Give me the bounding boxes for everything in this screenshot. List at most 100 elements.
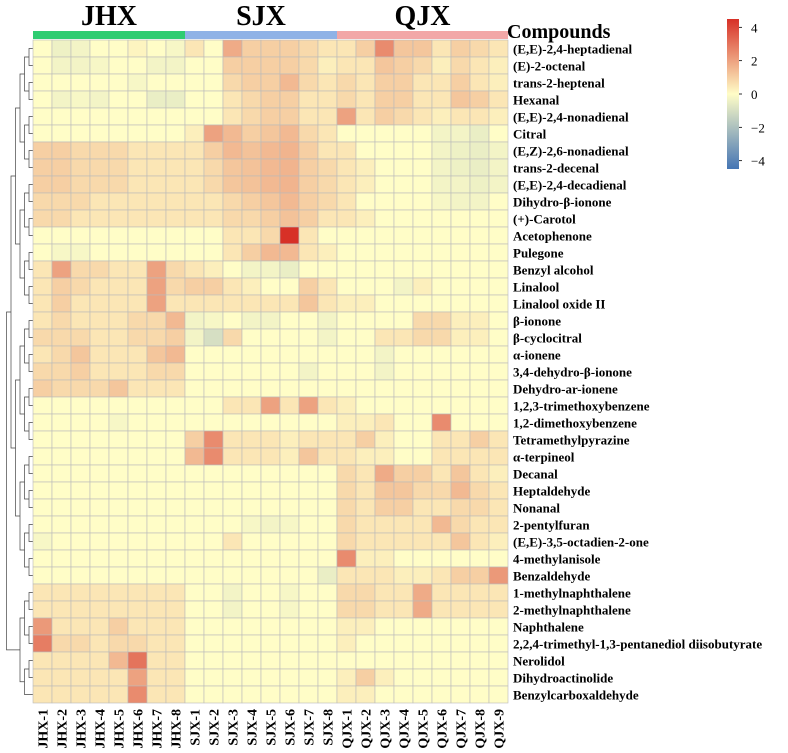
heatmap-cell (374, 56, 395, 75)
heatmap-cell (393, 396, 414, 415)
heatmap-cell (32, 396, 53, 415)
heatmap-cell (51, 362, 72, 381)
heatmap-cell (393, 243, 414, 262)
heatmap-cell (184, 685, 205, 704)
heatmap-cell (469, 226, 490, 245)
heatmap-cell (203, 634, 224, 653)
heatmap-cell (146, 311, 167, 330)
heatmap-cell (241, 124, 262, 143)
heatmap-cell (374, 73, 395, 92)
heatmap-cell (32, 192, 53, 211)
heatmap-cell (336, 141, 357, 160)
heatmap-cell (317, 243, 338, 262)
heatmap-cell (184, 56, 205, 75)
heatmap-cell (89, 107, 110, 126)
compound-label: Heptaldehyde (513, 484, 591, 499)
heatmap-cell (412, 396, 433, 415)
heatmap-cell (260, 141, 281, 160)
heatmap-cell (222, 396, 243, 415)
heatmap-cell (89, 362, 110, 381)
heatmap-cell (203, 39, 224, 58)
heatmap-cell (203, 226, 224, 245)
heatmap-cell (431, 481, 452, 500)
heatmap-cell (146, 277, 167, 296)
heatmap-cell (89, 600, 110, 619)
heatmap-cell (488, 430, 509, 449)
heatmap-cell (393, 107, 414, 126)
heatmap-cell (32, 175, 53, 194)
heatmap-cell (469, 413, 490, 432)
heatmap-cell (165, 311, 186, 330)
heatmap-cell (450, 481, 471, 500)
heatmap-cell (298, 175, 319, 194)
heatmap-cell (317, 515, 338, 534)
heatmap-cell (412, 617, 433, 636)
heatmap-cell (488, 158, 509, 177)
heatmap-cell (298, 56, 319, 75)
heatmap-cell (431, 464, 452, 483)
heatmap-cell (203, 73, 224, 92)
heatmap-cell (203, 243, 224, 262)
heatmap-cell (184, 158, 205, 177)
heatmap-cell (393, 566, 414, 585)
heatmap-cell (374, 328, 395, 347)
heatmap-cell (203, 379, 224, 398)
sample-label: JHX-7 (151, 709, 166, 749)
sample-label: QJX-2 (360, 709, 375, 749)
heatmap-cell (146, 379, 167, 398)
heatmap-cell (412, 583, 433, 602)
heatmap-cell (89, 90, 110, 109)
compound-label: (E)-2-octenal (513, 59, 586, 74)
dendrogram-branch (10, 175, 16, 449)
heatmap-cell (431, 192, 452, 211)
heatmap-cell (165, 192, 186, 211)
heatmap-cell (146, 56, 167, 75)
heatmap-cell (488, 192, 509, 211)
heatmap-cell (336, 685, 357, 704)
heatmap-cell (108, 294, 129, 313)
heatmap-cell (32, 209, 53, 228)
heatmap-cell (108, 447, 129, 466)
heatmap-cell (184, 583, 205, 602)
heatmap-cell (298, 600, 319, 619)
heatmap-cell (450, 685, 471, 704)
heatmap-cell (279, 481, 300, 500)
heatmap-cell (222, 226, 243, 245)
heatmap-cell (450, 549, 471, 568)
heatmap-cell (488, 107, 509, 126)
heatmap-cell (336, 464, 357, 483)
heatmap-cell (184, 566, 205, 585)
heatmap-cell (146, 668, 167, 687)
heatmap-cell (317, 209, 338, 228)
heatmap-cell (317, 277, 338, 296)
heatmap-cell (469, 90, 490, 109)
heatmap-cell (279, 175, 300, 194)
heatmap-cell (374, 90, 395, 109)
heatmap-cell (127, 311, 148, 330)
heatmap-cell (32, 90, 53, 109)
heatmap-cell (32, 668, 53, 687)
heatmap-cell (450, 566, 471, 585)
heatmap-cell (241, 362, 262, 381)
heatmap-cell (89, 311, 110, 330)
heatmap-cell (127, 515, 148, 534)
heatmap-cell (241, 345, 262, 364)
heatmap-cell (260, 668, 281, 687)
heatmap-cell (393, 311, 414, 330)
heatmap-cell (165, 345, 186, 364)
heatmap-cell (355, 243, 376, 262)
heatmap-cell (165, 617, 186, 636)
heatmap-cell (89, 413, 110, 432)
heatmap-cell (374, 396, 395, 415)
heatmap-cell (298, 464, 319, 483)
compound-label: 2,2,4-trimethyl-1,3-pentanediol diisobut… (513, 637, 762, 652)
heatmap-cell (412, 294, 433, 313)
compounds-header: Compounds (507, 21, 611, 43)
heatmap-cell (317, 651, 338, 670)
heatmap-cell (317, 566, 338, 585)
compound-label: (E,E)-2,4-nonadienal (513, 110, 629, 125)
heatmap-cell (89, 192, 110, 211)
compound-label: 2-methylnaphthalene (513, 603, 631, 618)
heatmap-cell (317, 464, 338, 483)
heatmap-cell (279, 651, 300, 670)
